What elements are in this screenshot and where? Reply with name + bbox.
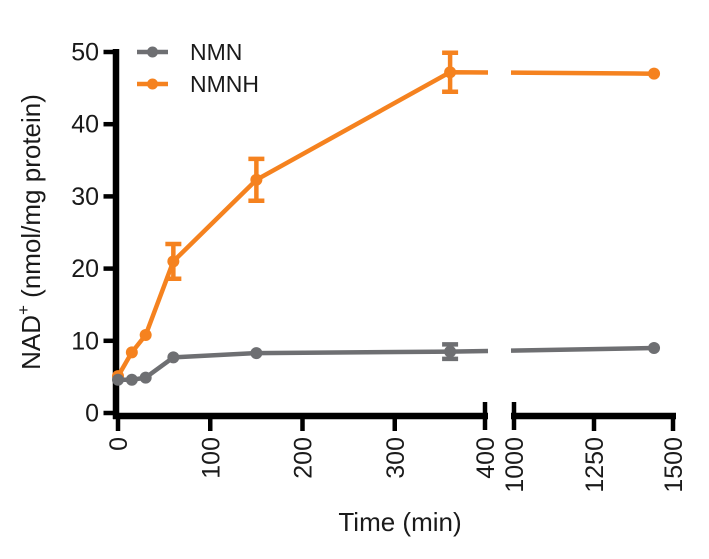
data-point-NMN	[250, 347, 263, 360]
legend-marker-dot-NMNH	[147, 78, 158, 90]
y-tick-label: 0	[85, 400, 99, 428]
x-axis-title: Time (min)	[338, 507, 461, 537]
x-tick-label: 1000	[501, 437, 529, 493]
legend-label-NMN: NMN	[190, 39, 242, 65]
y-tick-label: 50	[71, 39, 99, 67]
legend-marker-dot-NMN	[147, 46, 158, 58]
y-tick-label: 30	[71, 183, 99, 211]
x-tick-label: 1500	[660, 437, 688, 493]
x-tick-label: 200	[290, 437, 318, 479]
series-line-NMNH	[510, 70, 655, 76]
data-point-NMN	[444, 345, 457, 358]
data-point-NMNH	[125, 346, 138, 359]
data-point-NMN	[112, 373, 124, 386]
y-tick-label: 20	[71, 255, 99, 283]
data-point-NMN	[139, 371, 152, 384]
series-line-NMNH	[116, 69, 489, 378]
data-point-NMNH	[250, 173, 263, 186]
data-point-NMNH	[167, 255, 180, 268]
legend-label-NMNH: NMNH	[190, 71, 259, 97]
data-point-NMN	[167, 351, 180, 364]
y-tick-label: 40	[71, 111, 99, 139]
x-tick-label: 100	[197, 437, 225, 479]
x-tick-label: 0	[105, 437, 133, 451]
y-axis-title: NAD+ (nmol/mg protein)	[14, 94, 46, 370]
y-tick-label: 10	[71, 327, 99, 355]
data-point-NMN	[648, 342, 661, 355]
x-tick-label: 1250	[581, 437, 609, 493]
data-point-NMN	[125, 373, 138, 386]
x-tick-label: 400	[472, 437, 500, 479]
series-line-NMN	[510, 345, 655, 353]
data-point-NMNH	[648, 67, 661, 80]
x-tick-label: 300	[382, 437, 410, 479]
data-point-NMNH	[139, 329, 152, 342]
data-point-NMNH	[444, 66, 457, 79]
